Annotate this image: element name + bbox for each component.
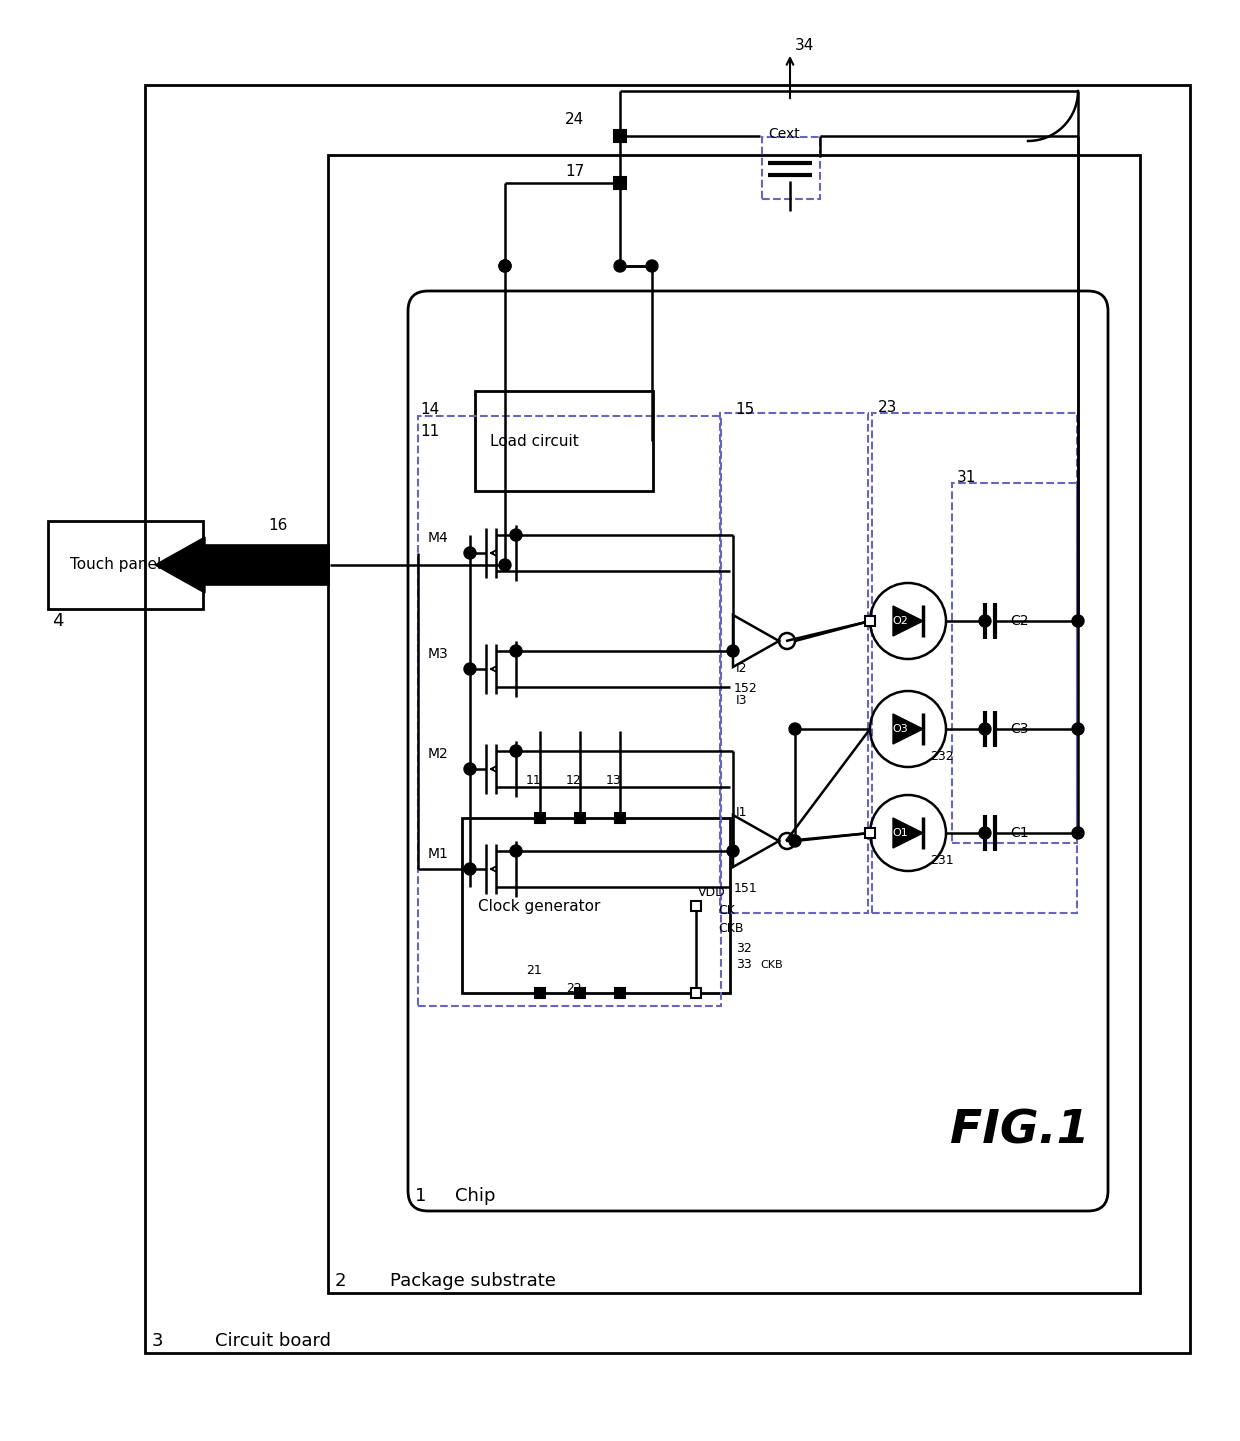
Circle shape [789, 723, 801, 735]
Circle shape [646, 259, 658, 272]
Bar [418, 416, 720, 1006]
Text: M2: M2 [428, 746, 449, 761]
Bar [575, 813, 585, 823]
Circle shape [510, 745, 522, 757]
Text: CKB: CKB [760, 960, 782, 970]
Text: 23: 23 [878, 401, 898, 415]
Text: Cext: Cext [768, 127, 800, 141]
Polygon shape [893, 713, 923, 744]
Text: I1: I1 [737, 807, 748, 820]
Bar [615, 813, 625, 823]
Text: Circuit board: Circuit board [215, 1331, 331, 1350]
Text: I3: I3 [737, 695, 748, 708]
Bar [614, 130, 626, 143]
Circle shape [464, 663, 476, 674]
Bar [534, 989, 546, 999]
Bar [720, 414, 868, 914]
Text: 12: 12 [565, 774, 582, 787]
Circle shape [980, 827, 991, 839]
Text: Touch panel: Touch panel [69, 558, 161, 572]
Text: 16: 16 [268, 519, 288, 533]
Text: Chip: Chip [455, 1187, 496, 1205]
Text: O2: O2 [892, 615, 908, 625]
Bar [615, 989, 625, 999]
Bar [866, 615, 875, 625]
Circle shape [1073, 723, 1084, 735]
Bar [48, 522, 203, 610]
Text: 17: 17 [565, 163, 584, 179]
Bar [866, 829, 875, 839]
Circle shape [1073, 615, 1084, 627]
Text: Load circuit: Load circuit [490, 434, 579, 448]
Circle shape [464, 762, 476, 775]
Bar [691, 989, 701, 999]
Text: M1: M1 [428, 847, 449, 862]
Bar [329, 156, 1140, 1293]
Text: 13: 13 [606, 774, 621, 787]
Text: 151: 151 [734, 882, 758, 895]
Text: 21: 21 [526, 964, 542, 977]
Circle shape [510, 844, 522, 857]
Circle shape [1073, 827, 1084, 839]
Text: 11: 11 [526, 774, 542, 787]
Text: 152: 152 [734, 683, 758, 696]
Circle shape [510, 529, 522, 540]
Text: CKB: CKB [718, 922, 744, 935]
Bar [534, 813, 546, 823]
Text: O3: O3 [892, 723, 908, 733]
Text: VDD: VDD [698, 886, 725, 899]
Bar [614, 177, 626, 189]
Bar [763, 137, 820, 199]
Text: Package substrate: Package substrate [391, 1272, 556, 1290]
Text: 4: 4 [52, 612, 63, 630]
Text: I2: I2 [737, 663, 748, 676]
Text: 31: 31 [957, 471, 976, 486]
Text: CK: CK [718, 905, 735, 918]
Bar [575, 989, 585, 999]
Text: 231: 231 [930, 855, 954, 867]
Text: Clock generator: Clock generator [477, 899, 600, 914]
Circle shape [464, 548, 476, 559]
Text: C3: C3 [1011, 722, 1028, 736]
Text: O1: O1 [892, 829, 908, 839]
Text: 34: 34 [795, 39, 815, 53]
Circle shape [980, 615, 991, 627]
Text: 33: 33 [737, 958, 751, 971]
Polygon shape [893, 607, 923, 635]
Text: 14: 14 [420, 402, 439, 416]
Bar [952, 483, 1078, 843]
Circle shape [498, 259, 511, 272]
Text: 3: 3 [153, 1331, 164, 1350]
Polygon shape [893, 818, 923, 847]
Text: 2: 2 [335, 1272, 346, 1290]
Text: 1: 1 [415, 1187, 427, 1205]
Text: 11: 11 [420, 424, 439, 438]
Text: C1: C1 [1011, 826, 1029, 840]
Text: 232: 232 [930, 751, 954, 764]
Polygon shape [155, 537, 205, 594]
Circle shape [727, 646, 739, 657]
Text: 15: 15 [735, 402, 754, 416]
Bar [463, 818, 730, 993]
Text: C2: C2 [1011, 614, 1028, 628]
Circle shape [498, 559, 511, 571]
Text: M3: M3 [428, 647, 449, 661]
Circle shape [980, 723, 991, 735]
Circle shape [464, 863, 476, 875]
Text: 32: 32 [737, 942, 751, 955]
Circle shape [614, 259, 626, 272]
Bar [691, 901, 701, 911]
Text: M4: M4 [428, 530, 449, 545]
Circle shape [789, 834, 801, 847]
Text: 24: 24 [565, 111, 584, 127]
Circle shape [498, 259, 511, 272]
Text: 22: 22 [565, 983, 582, 996]
Bar [145, 85, 1190, 1353]
Circle shape [510, 646, 522, 657]
Bar [475, 391, 653, 491]
Circle shape [727, 844, 739, 857]
Text: FIG.1: FIG.1 [950, 1108, 1090, 1153]
Bar [872, 414, 1078, 914]
